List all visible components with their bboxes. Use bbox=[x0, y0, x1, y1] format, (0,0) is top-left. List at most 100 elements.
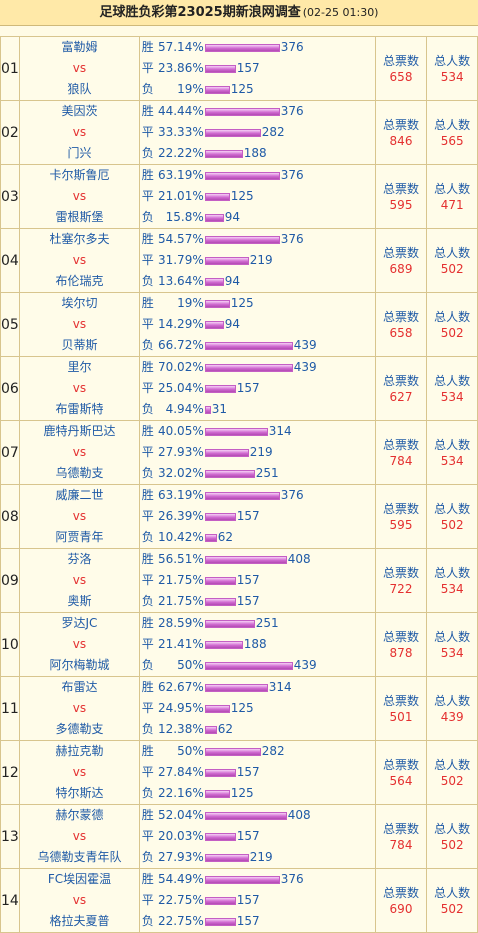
away-team-link[interactable]: 乌德勒支青年队 bbox=[37, 850, 122, 864]
odds-win-percent: 52.04% bbox=[157, 808, 204, 822]
odds-lose-bar bbox=[204, 533, 217, 542]
total-votes-value: 595 bbox=[389, 197, 413, 212]
home-team-link[interactable]: 鹿特丹斯巴达 bbox=[43, 424, 116, 438]
odds-win-line: 胜 52.04% 408 bbox=[142, 805, 375, 826]
total-votes-value: 784 bbox=[389, 837, 413, 852]
away-team-link[interactable]: 雷根斯堡 bbox=[55, 210, 104, 224]
odds-win-percent: 63.19% bbox=[157, 168, 204, 182]
home-team-link[interactable]: 芬洛 bbox=[67, 552, 92, 566]
match-number: 04 bbox=[0, 228, 21, 293]
match-teams: 赫尔蒙德 vs 乌德勒支青年队 bbox=[19, 804, 140, 869]
total-votes-value: 846 bbox=[389, 133, 413, 148]
home-team-link[interactable]: 赫拉克勒 bbox=[55, 744, 104, 758]
away-team-link[interactable]: 贝蒂斯 bbox=[61, 338, 98, 352]
odds-lose-line: 负 22.75% 157 bbox=[142, 911, 375, 932]
odds-draw-line: 平 24.95% 125 bbox=[142, 698, 375, 719]
match-row: 09 芬洛 vs 奥斯 胜 56.51% 408 平 21.75% 157 负 21.75% 157 总票… bbox=[0, 548, 478, 613]
away-team-link[interactable]: 奥斯 bbox=[67, 594, 92, 608]
odds-lose-percent: 13.64% bbox=[157, 274, 204, 288]
away-team-link[interactable]: 布雷斯特 bbox=[55, 402, 104, 416]
home-team-link[interactable]: 埃尔切 bbox=[61, 296, 98, 310]
away-team-link[interactable]: 狼队 bbox=[67, 82, 92, 96]
total-people-cell: 总人数 439 bbox=[426, 676, 478, 741]
home-team-link[interactable]: 威廉二世 bbox=[55, 488, 104, 502]
odds-win-label: 胜 bbox=[141, 680, 154, 694]
odds-win-percent: 63.19% bbox=[157, 488, 204, 502]
odds-lose-label: 负 bbox=[141, 466, 154, 480]
match-teams: 芬洛 vs 奥斯 bbox=[19, 548, 140, 613]
match-row: 11 布雷达 vs 多德勒支 胜 62.67% 314 平 24.95% 125 负 12.38% 62… bbox=[0, 676, 478, 741]
home-team-link[interactable]: 卡尔斯鲁厄 bbox=[49, 168, 110, 182]
page-title: 足球胜负彩第23025期新浪网调查 bbox=[99, 5, 301, 20]
odds-win-bar bbox=[204, 491, 280, 500]
odds-lose-percent: 12.38% bbox=[157, 722, 204, 736]
match-row: 05 埃尔切 vs 贝蒂斯 胜 19% 125 平 14.29% 94 负 66.72% 439 总票数 6… bbox=[0, 292, 478, 357]
odds-draw-bar bbox=[204, 320, 224, 329]
match-teams: 富勒姆 vs 狼队 bbox=[19, 36, 140, 101]
match-odds: 胜 56.51% 408 平 21.75% 157 负 21.75% 157 bbox=[138, 548, 376, 613]
total-people-label: 总人数 bbox=[434, 373, 471, 388]
match-row: 12 赫拉克勒 vs 特尔斯达 胜 50% 282 平 27.84% 157 负 22.16% 125 总… bbox=[0, 740, 478, 805]
match-teams: 赫拉克勒 vs 特尔斯达 bbox=[19, 740, 140, 805]
odds-draw-bar bbox=[204, 128, 261, 137]
home-team-link[interactable]: 布雷达 bbox=[61, 680, 98, 694]
odds-win-label: 胜 bbox=[141, 104, 154, 118]
home-team-link[interactable]: 杜塞尔多夫 bbox=[49, 232, 110, 246]
odds-lose-percent: 22.16% bbox=[157, 786, 204, 800]
odds-win-label: 胜 bbox=[141, 296, 154, 310]
total-people-label: 总人数 bbox=[434, 757, 471, 772]
odds-win-count: 408 bbox=[287, 552, 311, 566]
odds-draw-count: 125 bbox=[230, 189, 254, 203]
match-row: 08 威廉二世 vs 阿贾青年 胜 63.19% 376 平 26.39% 157 负 10.42% 6… bbox=[0, 484, 478, 549]
odds-lose-count: 219 bbox=[249, 850, 273, 864]
total-votes-value: 878 bbox=[389, 645, 413, 660]
odds-lose-count: 439 bbox=[293, 658, 317, 672]
total-votes-value: 658 bbox=[389, 69, 413, 84]
odds-draw-label: 平 bbox=[141, 381, 154, 395]
odds-lose-count: 125 bbox=[230, 82, 254, 96]
vs-label: vs bbox=[72, 317, 87, 331]
match-odds: 胜 57.14% 376 平 23.86% 157 负 19% 125 bbox=[138, 36, 376, 101]
home-team-link[interactable]: 赫尔蒙德 bbox=[55, 808, 104, 822]
home-team-link[interactable]: 罗达JC bbox=[61, 616, 98, 630]
total-people-label: 总人数 bbox=[434, 245, 471, 260]
odds-draw-percent: 21.01% bbox=[157, 189, 204, 203]
away-team-link[interactable]: 多德勒支 bbox=[55, 722, 104, 736]
odds-lose-bar bbox=[204, 277, 224, 286]
home-team-link[interactable]: 美因茨 bbox=[61, 104, 98, 118]
odds-win-bar bbox=[204, 299, 230, 308]
home-team-link[interactable]: 里尔 bbox=[67, 360, 92, 374]
total-people-label: 总人数 bbox=[434, 821, 471, 836]
odds-draw-line: 平 20.03% 157 bbox=[142, 826, 375, 847]
total-people-cell: 总人数 534 bbox=[426, 420, 478, 485]
odds-draw-bar bbox=[204, 256, 249, 265]
away-team-link[interactable]: 乌德勒支 bbox=[55, 466, 104, 480]
away-team-link[interactable]: 布伦瑞克 bbox=[55, 274, 104, 288]
match-odds: 胜 54.57% 376 平 31.79% 219 负 13.64% 94 bbox=[138, 228, 376, 293]
odds-draw-count: 282 bbox=[261, 125, 285, 139]
match-teams: 杜塞尔多夫 vs 布伦瑞克 bbox=[19, 228, 140, 293]
odds-draw-label: 平 bbox=[141, 317, 154, 331]
total-people-cell: 总人数 534 bbox=[426, 612, 478, 677]
home-team-link[interactable]: FC埃因霍温 bbox=[47, 872, 112, 886]
away-team-link[interactable]: 阿尔梅勒城 bbox=[49, 658, 110, 672]
home-team-link[interactable]: 富勒姆 bbox=[61, 40, 98, 54]
odds-lose-count: 439 bbox=[293, 338, 317, 352]
odds-lose-label: 负 bbox=[141, 786, 154, 800]
away-team-link[interactable]: 格拉夫夏普 bbox=[49, 914, 110, 928]
odds-lose-line: 负 13.64% 94 bbox=[142, 271, 375, 292]
odds-win-line: 胜 57.14% 376 bbox=[142, 37, 375, 58]
odds-lose-label: 负 bbox=[141, 594, 154, 608]
total-votes-cell: 总票数 658 bbox=[374, 292, 428, 357]
total-votes-cell: 总票数 595 bbox=[374, 164, 428, 229]
odds-lose-bar bbox=[204, 725, 217, 734]
match-number: 08 bbox=[0, 484, 21, 549]
odds-win-label: 胜 bbox=[141, 744, 154, 758]
odds-draw-percent: 23.86% bbox=[157, 61, 204, 75]
odds-lose-percent: 22.75% bbox=[157, 914, 204, 928]
away-team-link[interactable]: 特尔斯达 bbox=[55, 786, 104, 800]
vs-label: vs bbox=[72, 829, 87, 843]
away-team-link[interactable]: 门兴 bbox=[67, 146, 92, 160]
match-teams: FC埃因霍温 vs 格拉夫夏普 bbox=[19, 868, 140, 933]
away-team-link[interactable]: 阿贾青年 bbox=[55, 530, 104, 544]
